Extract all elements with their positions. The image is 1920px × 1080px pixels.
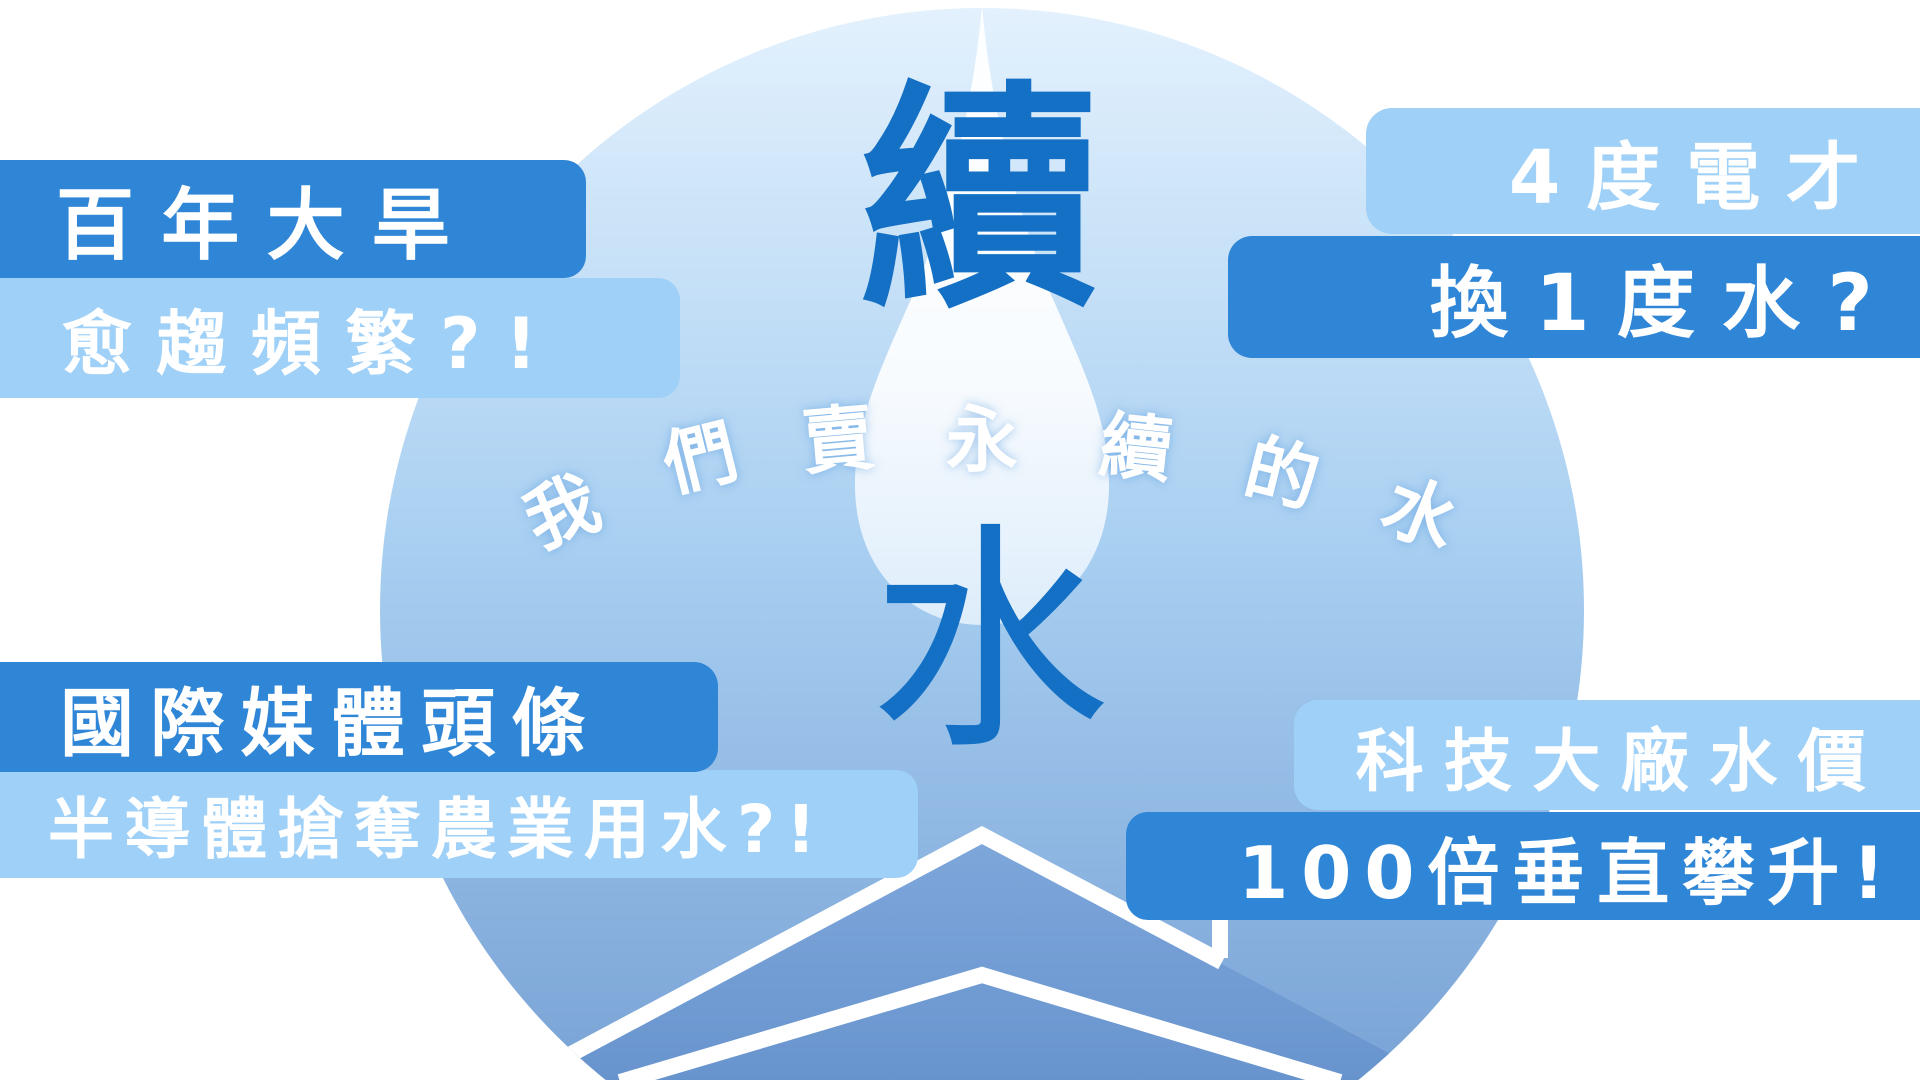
arc-char: 續 [1095,401,1177,494]
card-bottom-right-line1: 科技大廠水價 [1294,700,1920,810]
card-bottom-left-line2: 半導體搶奪農業用水?! [0,770,918,878]
card-top-left-line2: 愈趨頻繁?! [0,278,680,398]
headline-char-top: 續 [860,59,1101,341]
card-bottom-right-line2: 100倍垂直攀升! [1126,812,1920,920]
arc-char: 永 [945,397,1019,482]
card-bottom-left-line1: 國際媒體頭條 [0,662,718,772]
arc-char: 賣 [798,394,878,485]
headline-char-bottom: 水 [870,502,1111,782]
card-top-left-line1: 百年大旱 [0,160,586,278]
card-top-right-line2: 換1度水? [1228,236,1920,358]
card-top-right-line1: 4度電才 [1366,108,1920,234]
water-drop-icon [855,5,1109,625]
